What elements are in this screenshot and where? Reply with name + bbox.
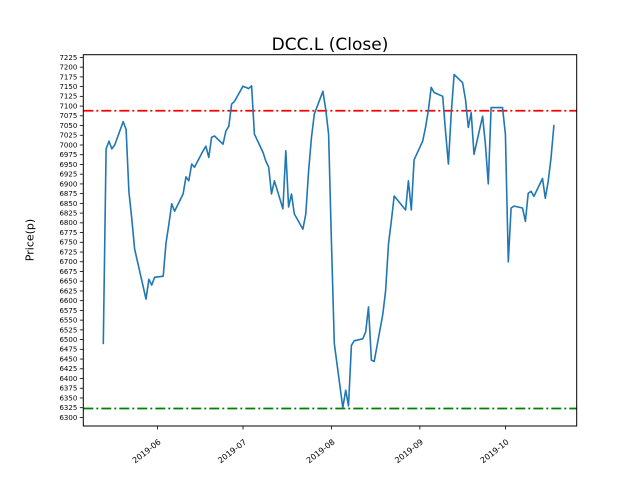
y-tick-label: 6450 [59,355,77,363]
y-tick-label: 6850 [59,200,77,208]
x-tick-label: 2019-08 [305,437,337,465]
y-tick-label: 6325 [59,404,77,412]
y-tick-label: 7150 [59,83,77,91]
y-tick-label: 6700 [59,258,77,266]
y-tick-label: 6875 [59,190,77,198]
y-tick-label: 7000 [59,141,77,149]
y-tick-label: 6425 [59,365,77,373]
y-tick-label: 6600 [59,297,77,305]
y-tick-label: 6650 [59,278,77,286]
y-tick-label: 6375 [59,385,77,393]
y-tick-label: 6550 [59,317,77,325]
y-tick-label: 6800 [59,219,77,227]
y-tick-label: 6525 [59,326,77,334]
y-tick-label: 6500 [59,336,77,344]
x-tick-label: 2019-09 [393,437,425,465]
y-tick-label: 6975 [59,151,77,159]
x-tick-label: 2019-06 [131,437,163,465]
y-tick-label: 7050 [59,122,77,130]
y-tick-label: 6625 [59,287,77,295]
y-tick-label: 6825 [59,210,77,218]
y-tick-label: 6725 [59,248,77,256]
y-tick-label: 7025 [59,132,77,140]
y-tick-label: 6750 [59,239,77,247]
price-line [102,73,555,409]
y-tick-label: 6575 [59,307,77,315]
y-tick-label: 6350 [59,394,77,402]
x-tick-label: 2019-07 [216,437,248,465]
y-tick-label: 6775 [59,229,77,237]
y-tick-label: 6475 [59,346,77,354]
y-tick-label: 7125 [59,93,77,101]
y-tick-label: 6675 [59,268,77,276]
x-tick-label: 2019-10 [479,437,511,465]
y-tick-label: 7225 [59,54,77,62]
y-tick-label: 6950 [59,161,77,169]
y-tick-label: 6925 [59,171,77,179]
chart-title: DCC.L (Close) [271,35,389,55]
y-tick-label: 7175 [59,73,77,81]
y-tick-label: 7100 [59,102,77,110]
y-tick-label: 7200 [59,64,77,72]
plot-border [82,54,578,427]
y-tick-label: 7075 [59,112,77,120]
y-tick-label: 6400 [59,375,77,383]
y-tick-label: 6900 [59,180,77,188]
y-tick-label: 6300 [59,414,77,422]
